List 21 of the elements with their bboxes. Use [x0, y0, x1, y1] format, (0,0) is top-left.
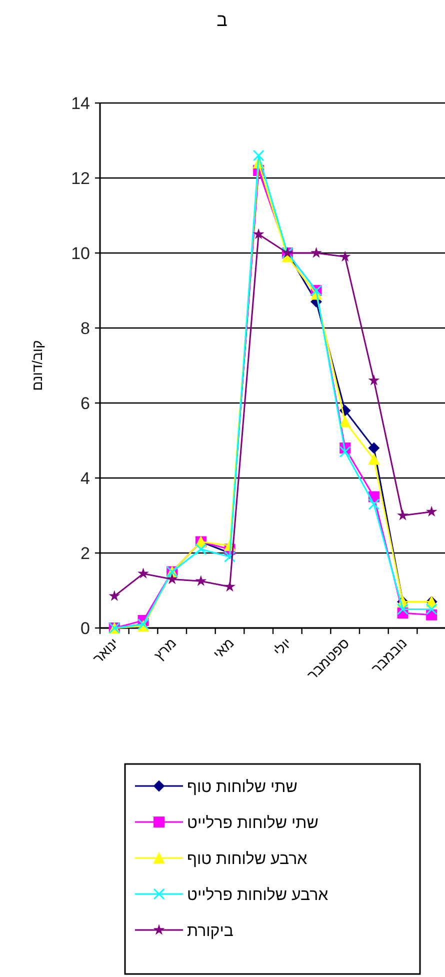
y-axis-title: קוב/דונם: [29, 340, 45, 391]
x-tick-label: יולי: [270, 634, 295, 660]
legend-label: שתי שלוחות פרלייט: [187, 814, 318, 832]
y-tick-label: 0: [80, 619, 90, 638]
x-tick-label: מרץ: [150, 634, 180, 664]
y-tick-label: 12: [71, 169, 90, 188]
legend-label: שתי שלוחות טוף: [187, 778, 298, 796]
y-tick-label: 4: [80, 469, 90, 488]
y-tick-label: 8: [80, 319, 90, 338]
x-tick-label: ינואר: [90, 634, 122, 667]
x-tick-label: נובמבר: [368, 634, 410, 676]
y-tick-label: 14: [71, 94, 90, 113]
y-tick-label: 6: [80, 394, 90, 413]
x-tick-label: מאי: [210, 634, 237, 662]
chart-title: ב: [216, 10, 228, 30]
legend-label: ארבע שלוחות פרלייט: [187, 886, 328, 904]
y-tick-label: 2: [80, 544, 90, 563]
y-tick-label: 10: [71, 244, 90, 263]
x-tick-label: ספטמבר: [304, 634, 352, 684]
legend-label: ארבע שלוחות טוף: [187, 850, 308, 868]
legend-label: ביקורת: [187, 923, 234, 940]
